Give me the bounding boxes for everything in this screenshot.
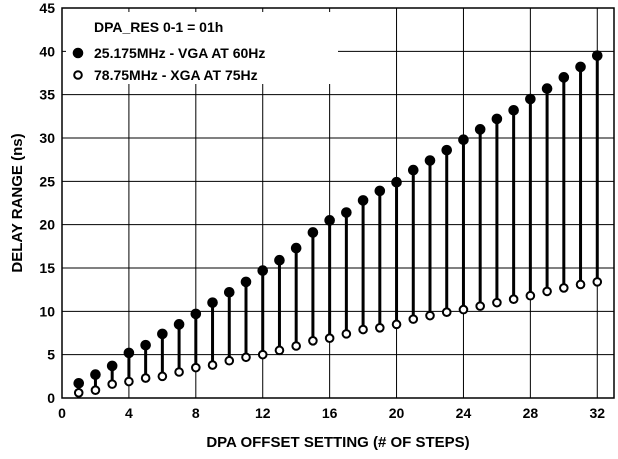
point-xga [308,336,318,346]
point-vga [173,319,185,330]
legend-label-xga: 78.75MHz - XGA AT 75Hz [94,67,258,83]
point-vga [407,164,419,176]
point-vga [357,195,369,206]
point-vga [307,227,319,238]
point-vga [541,83,553,94]
point-xga [224,355,235,366]
point-xga [391,319,402,330]
x-tick-label: 4 [125,405,133,421]
point-vga [341,207,352,218]
point-vga [106,360,118,372]
y-tick-label: 5 [47,347,55,363]
point-xga [241,352,251,363]
point-vga [508,104,519,116]
y-tick-label: 15 [39,260,55,276]
point-xga [575,279,586,290]
point-xga [559,283,569,293]
y-tick-label: 25 [39,173,55,189]
x-tick-label: 0 [58,405,66,421]
x-tick-label: 8 [192,405,200,421]
point-xga [291,341,301,351]
x-tick-label: 20 [389,405,405,421]
point-xga [492,297,502,308]
point-vga [424,155,436,166]
point-xga [124,376,134,387]
point-vga [90,369,101,380]
legend-background [66,12,338,84]
point-vga [240,276,252,288]
x-tick-label: 12 [255,405,271,421]
point-xga [207,360,218,370]
point-xga [324,333,335,344]
point-vga [190,308,202,320]
point-vga [274,254,285,266]
y-tick-label: 40 [39,43,55,59]
y-tick-label: 45 [39,0,55,16]
point-xga [174,367,184,377]
plot-area-frame [61,7,615,399]
point-xga [458,304,469,315]
legend-title: DPA_RES 0-1 = 01h [94,19,223,35]
point-xga [274,345,285,356]
y-tick-label: 20 [39,217,55,233]
point-xga [157,371,168,382]
data-points [73,50,603,398]
point-xga [358,324,368,335]
y-tick-label: 30 [39,130,55,146]
y-tick-label: 0 [47,390,55,406]
point-vga [73,377,85,389]
point-vga [123,347,135,359]
point-xga [90,385,101,396]
point-vga [324,215,335,226]
point-vga [558,72,570,83]
point-vga [257,265,269,276]
point-vga [157,328,168,340]
point-xga [73,388,84,398]
x-tick-label: 28 [523,405,539,421]
point-xga [592,277,603,287]
x-axis-label: DPA OFFSET SETTING (# OF STEPS) [206,434,469,451]
point-vga [290,242,302,254]
point-xga [475,301,485,311]
legend-label-vga: 25.175MHz - VGA AT 60Hz [94,45,265,61]
y-tick-label: 10 [39,303,55,319]
x-tick-label: 16 [322,405,338,421]
point-xga [140,373,151,383]
point-xga [341,329,352,339]
point-xga [191,362,201,373]
x-tick-label: 32 [589,405,605,421]
point-vga [207,297,218,308]
point-vga [474,124,486,135]
point-xga [408,314,419,324]
point-vga [374,185,386,197]
point-vga [525,93,536,105]
point-vga [223,286,235,298]
range-lines [77,55,599,393]
legend-marker-xga [73,70,83,80]
point-vga [458,134,469,146]
point-xga [441,307,452,318]
point-xga [508,294,519,305]
tick-labels: 0 4 8 12 16 20 24 28 32 0 5 10 15 20 25 30 35 40 45 [39,0,605,421]
point-xga [525,290,536,301]
point-xga [425,310,435,321]
point-xga [107,379,117,389]
point-xga [257,349,268,360]
y-tick-label: 35 [39,87,55,103]
point-vga [441,144,453,156]
y-axis-label: DELAY RANGE (ns) [9,133,26,272]
point-xga [542,286,552,297]
point-vga [391,176,402,188]
legend: DPA_RES 0-1 = 01h 25.175MHz - VGA AT 60H… [66,12,338,84]
legend-marker-vga [72,47,84,59]
point-vga [591,50,603,61]
point-vga [575,61,586,73]
point-vga [491,113,503,125]
point-vga [140,339,151,351]
x-tick-label: 24 [456,405,472,421]
point-xga [375,323,385,333]
